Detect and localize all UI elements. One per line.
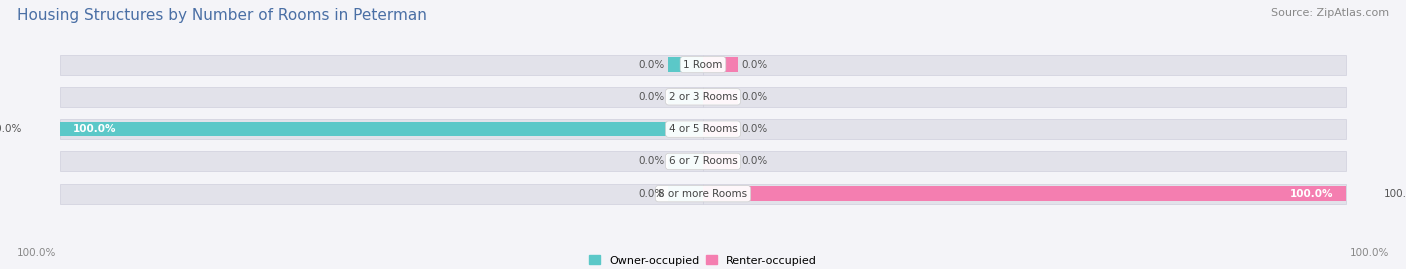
Bar — [703, 87, 1346, 107]
Text: Source: ZipAtlas.com: Source: ZipAtlas.com — [1271, 8, 1389, 18]
Bar — [668, 57, 703, 72]
Text: 4 or 5 Rooms: 4 or 5 Rooms — [669, 124, 737, 134]
Text: 6 or 7 Rooms: 6 or 7 Rooms — [669, 156, 737, 167]
Bar — [703, 119, 1346, 139]
Text: 8 or more Rooms: 8 or more Rooms — [658, 189, 748, 199]
Bar — [60, 119, 703, 139]
Bar — [703, 90, 738, 104]
Bar — [668, 154, 703, 169]
Text: Housing Structures by Number of Rooms in Peterman: Housing Structures by Number of Rooms in… — [17, 8, 427, 23]
Text: 0.0%: 0.0% — [638, 92, 665, 102]
Bar — [668, 90, 703, 104]
Bar — [60, 151, 703, 171]
Bar — [668, 186, 703, 201]
Bar — [703, 154, 738, 169]
Bar — [60, 184, 703, 204]
Text: 100.0%: 100.0% — [73, 124, 117, 134]
Text: 0.0%: 0.0% — [638, 189, 665, 199]
Text: 0.0%: 0.0% — [741, 156, 768, 167]
Bar — [60, 87, 703, 107]
Legend: Owner-occupied, Renter-occupied: Owner-occupied, Renter-occupied — [589, 255, 817, 266]
Text: 100.0%: 100.0% — [0, 124, 21, 134]
Text: 1 Room: 1 Room — [683, 59, 723, 70]
Bar — [703, 184, 1346, 204]
Text: 0.0%: 0.0% — [638, 59, 665, 70]
Bar — [703, 151, 1346, 171]
Text: 0.0%: 0.0% — [638, 156, 665, 167]
Bar — [703, 122, 738, 136]
Text: 100.0%: 100.0% — [17, 248, 56, 258]
Text: 0.0%: 0.0% — [741, 59, 768, 70]
Bar — [60, 122, 703, 136]
Bar — [703, 186, 1346, 201]
Bar — [60, 55, 703, 75]
Bar — [703, 57, 738, 72]
Text: 100.0%: 100.0% — [1350, 248, 1389, 258]
Text: 100.0%: 100.0% — [1289, 189, 1333, 199]
Bar — [703, 55, 1346, 75]
Text: 0.0%: 0.0% — [741, 92, 768, 102]
Text: 100.0%: 100.0% — [1385, 189, 1406, 199]
Text: 2 or 3 Rooms: 2 or 3 Rooms — [669, 92, 737, 102]
Text: 0.0%: 0.0% — [741, 124, 768, 134]
